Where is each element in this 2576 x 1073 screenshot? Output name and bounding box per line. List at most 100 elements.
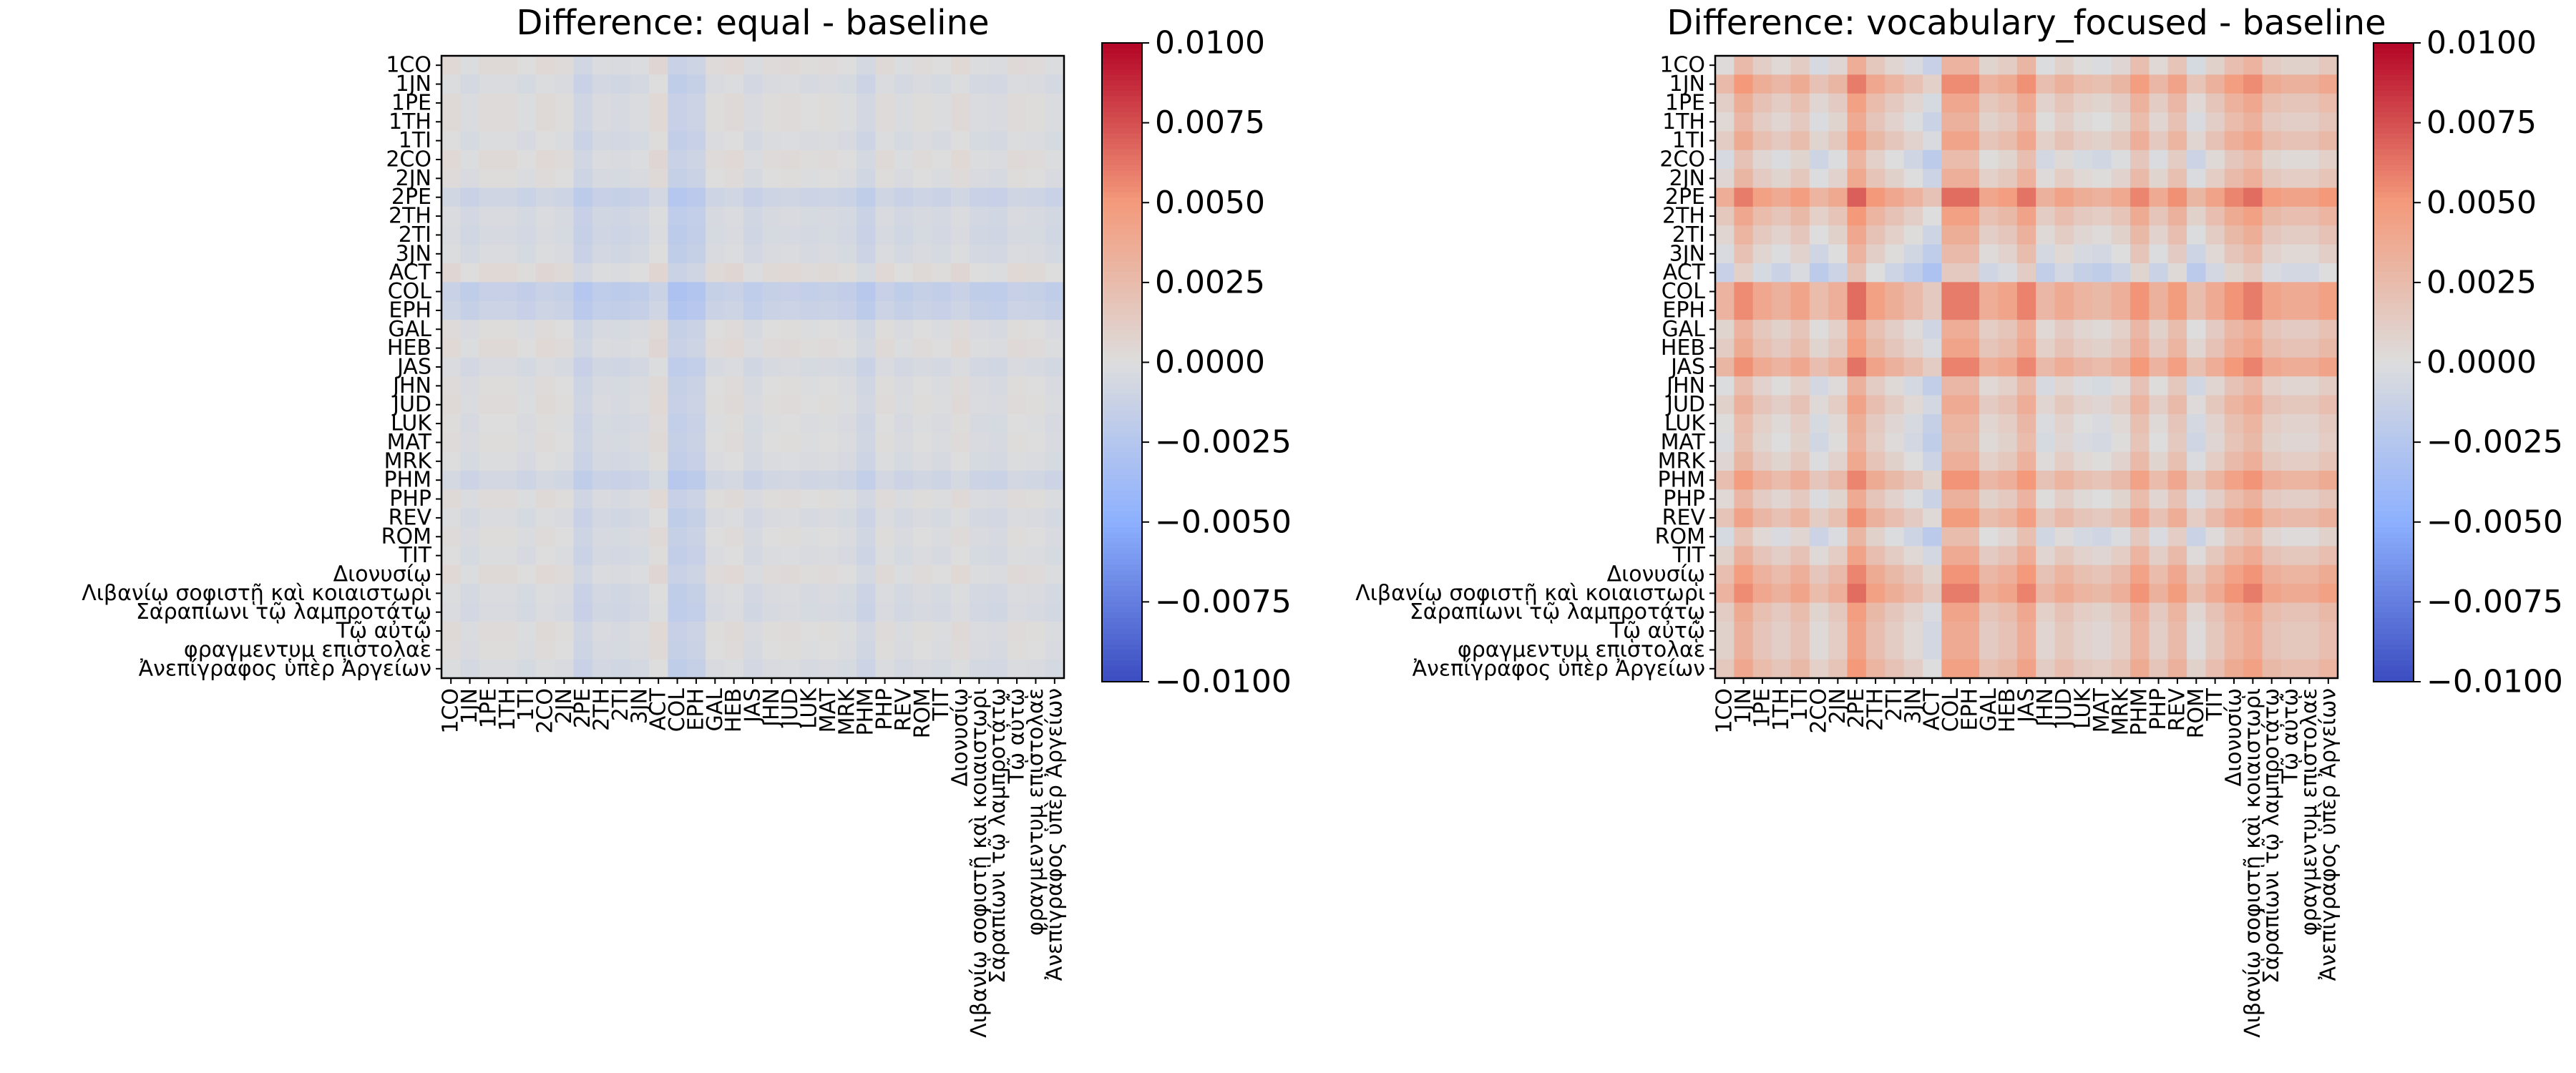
heatmap-cell <box>1960 527 1980 547</box>
heatmap-cell <box>2300 451 2320 471</box>
heatmap-cell <box>988 169 1008 189</box>
heatmap-cell <box>2016 546 2036 566</box>
heatmap-cell <box>441 187 461 207</box>
heatmap-cell <box>2092 451 2112 471</box>
y-tick-label: 1JN <box>396 72 431 97</box>
heatmap-cell <box>988 621 1008 641</box>
heatmap-cell <box>2130 56 2150 75</box>
heatmap-cell <box>611 225 631 245</box>
heatmap-cell <box>1809 93 1829 113</box>
y-tick-label: 1TI <box>399 128 431 153</box>
heatmap-cell <box>441 263 461 283</box>
heatmap-cell <box>988 602 1008 622</box>
heatmap-cell <box>2205 433 2225 453</box>
heatmap-cell <box>1809 471 1829 490</box>
heatmap-cell <box>799 244 819 264</box>
heatmap-cell <box>1998 187 2018 207</box>
x-tick-label: 3JN <box>1901 688 1926 724</box>
heatmap-cell <box>441 584 461 604</box>
colorbar-segment <box>2373 436 2414 443</box>
colorbar-segment <box>1102 463 1142 470</box>
heatmap-cell <box>2224 584 2244 604</box>
heatmap-cell <box>441 74 461 94</box>
heatmap-cell <box>894 300 914 320</box>
heatmap-cell <box>950 413 970 433</box>
heatmap-cell <box>1998 112 2018 132</box>
heatmap-cell <box>781 300 801 320</box>
y-tick-label: 2TH <box>389 204 431 229</box>
heatmap-cell <box>781 527 801 547</box>
heatmap-cell <box>1045 150 1065 170</box>
heatmap-cell <box>1752 413 1772 433</box>
heatmap-cell <box>837 74 857 94</box>
heatmap-cell <box>2205 56 2225 75</box>
heatmap-cell <box>988 471 1008 490</box>
heatmap-cell <box>2073 564 2093 584</box>
y-tick-label: Ἀνεπίγραφος ὑπὲρ Ἀργείων <box>1413 656 1705 681</box>
colorbar-segment <box>2373 112 2414 118</box>
heatmap-cell <box>1923 206 1942 226</box>
colorbar-segment <box>2373 69 2414 76</box>
heatmap-cell <box>2262 244 2282 264</box>
x-tick-label: ACT <box>646 687 671 730</box>
heatmap-cell <box>592 74 612 94</box>
colorbar-segment <box>1102 271 1142 278</box>
heatmap-cell <box>1715 74 1735 94</box>
heatmap-cell <box>1885 489 1905 509</box>
heatmap-cell <box>1979 640 1999 660</box>
heatmap-cell <box>2187 640 2207 660</box>
heatmap-cell <box>2092 376 2112 396</box>
heatmap-cell <box>555 338 575 358</box>
heatmap-cell <box>724 357 744 377</box>
colorbar-tick-label: −0.0100 <box>2426 664 2563 700</box>
heatmap-cell <box>799 451 819 471</box>
heatmap-cell <box>2224 527 2244 547</box>
y-tick-label: Σαραπίωνι τῷ λαμπροτάτῳ <box>1410 599 1705 624</box>
heatmap-cell <box>706 112 726 132</box>
heatmap-cell <box>950 602 970 622</box>
heatmap-cell <box>2300 376 2320 396</box>
heatmap-cell <box>1715 640 1735 660</box>
heatmap-cell <box>762 621 782 641</box>
heatmap-cell <box>837 395 857 415</box>
heatmap-cell <box>2036 131 2056 151</box>
colorbar-segment <box>1102 181 1142 187</box>
heatmap-cell <box>1979 376 1999 396</box>
heatmap-cell <box>743 640 763 660</box>
heatmap-cell <box>2262 56 2282 75</box>
y-tick-label: HEB <box>387 335 431 361</box>
colorbar-segment <box>2373 351 2414 358</box>
heatmap-cell <box>819 357 839 377</box>
colorbar-segment <box>1102 484 1142 491</box>
heatmap-cell <box>2036 640 2056 660</box>
heatmap-cell <box>2111 150 2131 170</box>
heatmap-cell <box>2167 169 2187 189</box>
heatmap-cell <box>2073 300 2093 320</box>
heatmap-cell <box>781 112 801 132</box>
heatmap-cell <box>1772 508 1792 528</box>
heatmap-cell <box>592 621 612 641</box>
colorbar-segment <box>1102 298 1142 305</box>
heatmap-cell <box>1045 451 1065 471</box>
heatmap-cell <box>1979 413 1999 433</box>
heatmap-cell <box>2167 584 2187 604</box>
heatmap-cell <box>743 395 763 415</box>
heatmap-cell <box>649 150 668 170</box>
heatmap-cell <box>1734 93 1754 113</box>
heatmap-cell <box>2262 413 2282 433</box>
y-tick-label: Διονυσίῳ <box>333 562 431 587</box>
heatmap-cell <box>1007 640 1027 660</box>
heatmap-cell <box>2243 206 2263 226</box>
heatmap-cell <box>2187 244 2207 264</box>
heatmap-cell <box>479 300 499 320</box>
heatmap-cell <box>2073 640 2093 660</box>
heatmap-cell <box>1941 93 1961 113</box>
heatmap-cell <box>517 150 537 170</box>
heatmap-cell <box>724 150 744 170</box>
heatmap-cell <box>1809 225 1829 245</box>
heatmap-cell <box>1026 225 1046 245</box>
colorbar-segment <box>1102 436 1142 443</box>
heatmap-cell <box>1752 433 1772 453</box>
heatmap-cell <box>2092 300 2112 320</box>
heatmap-cell <box>837 282 857 302</box>
